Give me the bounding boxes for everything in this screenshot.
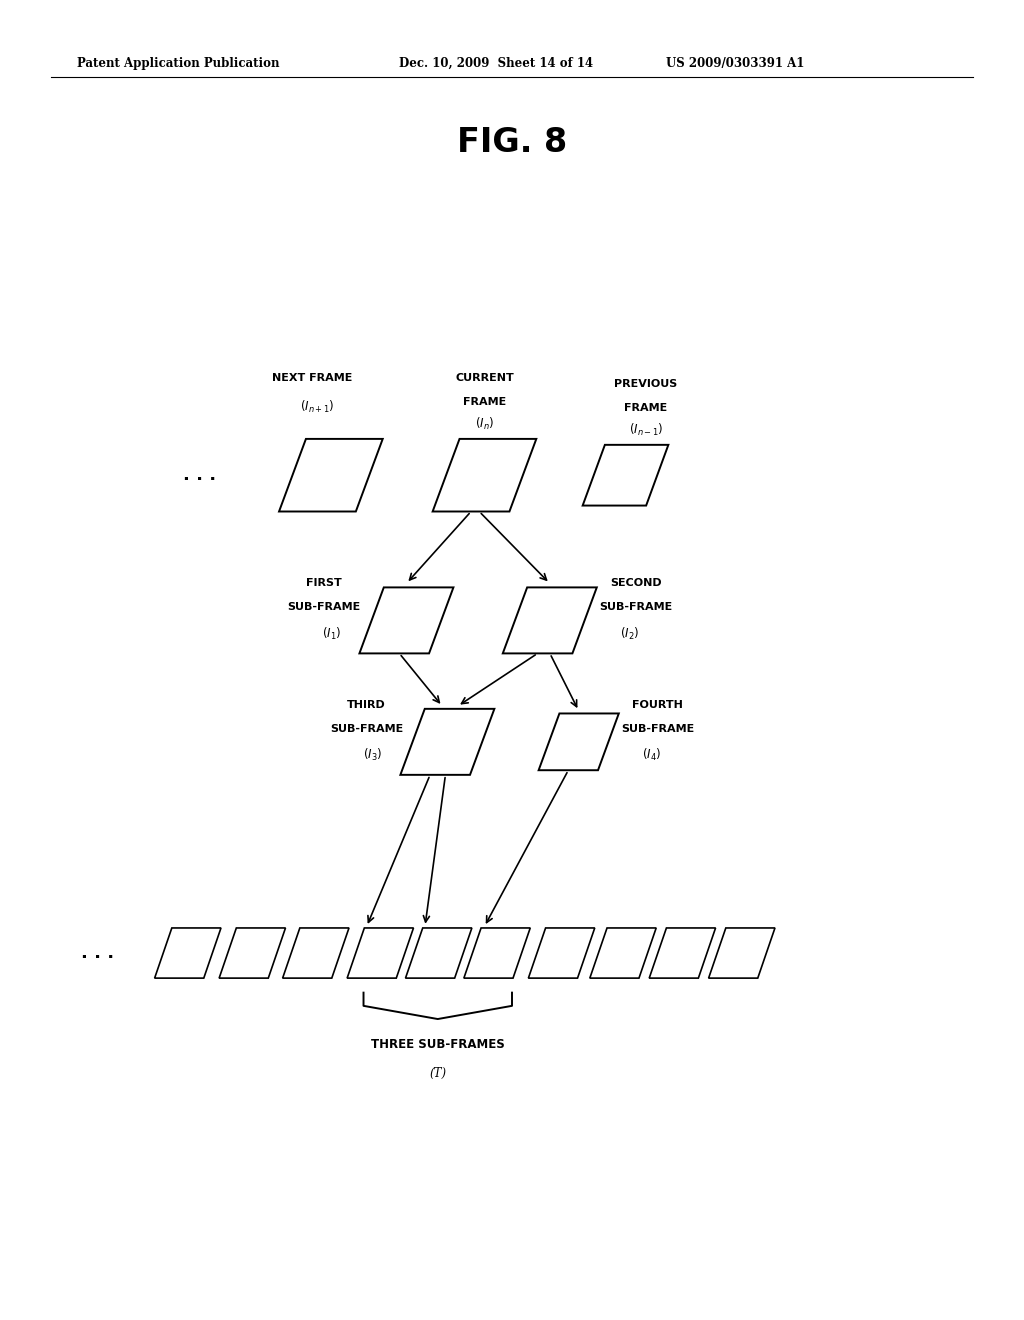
Text: CURRENT: CURRENT bbox=[455, 374, 514, 383]
Text: NEXT FRAME: NEXT FRAME bbox=[272, 374, 352, 383]
Text: $(I_{n-1})$: $(I_{n-1})$ bbox=[629, 422, 664, 438]
Text: SUB-FRAME: SUB-FRAME bbox=[287, 602, 360, 612]
Text: $(I_{2})$: $(I_{2})$ bbox=[620, 626, 639, 642]
Text: SUB-FRAME: SUB-FRAME bbox=[599, 602, 673, 612]
Text: $(I_{n+1})$: $(I_{n+1})$ bbox=[300, 399, 335, 414]
Text: $(I_{1})$: $(I_{1})$ bbox=[323, 626, 341, 642]
Text: US 2009/0303391 A1: US 2009/0303391 A1 bbox=[666, 57, 804, 70]
Text: $(I_{4})$: $(I_{4})$ bbox=[642, 747, 662, 763]
Text: SUB-FRAME: SUB-FRAME bbox=[622, 723, 694, 734]
Text: $(I_{3})$: $(I_{3})$ bbox=[364, 747, 382, 763]
Text: . . .: . . . bbox=[81, 944, 114, 962]
Text: FRAME: FRAME bbox=[625, 403, 668, 413]
Text: FRAME: FRAME bbox=[463, 397, 506, 407]
Text: SUB-FRAME: SUB-FRAME bbox=[330, 723, 403, 734]
Text: FOURTH: FOURTH bbox=[632, 700, 683, 710]
Text: $(I_{n})$: $(I_{n})$ bbox=[475, 416, 495, 433]
Text: (T): (T) bbox=[429, 1067, 446, 1080]
Text: FIG. 8: FIG. 8 bbox=[457, 125, 567, 158]
Text: Dec. 10, 2009  Sheet 14 of 14: Dec. 10, 2009 Sheet 14 of 14 bbox=[399, 57, 594, 70]
Text: THIRD: THIRD bbox=[347, 700, 386, 710]
Text: FIRST: FIRST bbox=[306, 578, 341, 589]
Text: Patent Application Publication: Patent Application Publication bbox=[77, 57, 280, 70]
Text: PREVIOUS: PREVIOUS bbox=[614, 379, 678, 389]
Text: THREE SUB-FRAMES: THREE SUB-FRAMES bbox=[371, 1038, 505, 1051]
Text: SECOND: SECOND bbox=[610, 578, 662, 589]
Text: . . .: . . . bbox=[183, 466, 216, 484]
